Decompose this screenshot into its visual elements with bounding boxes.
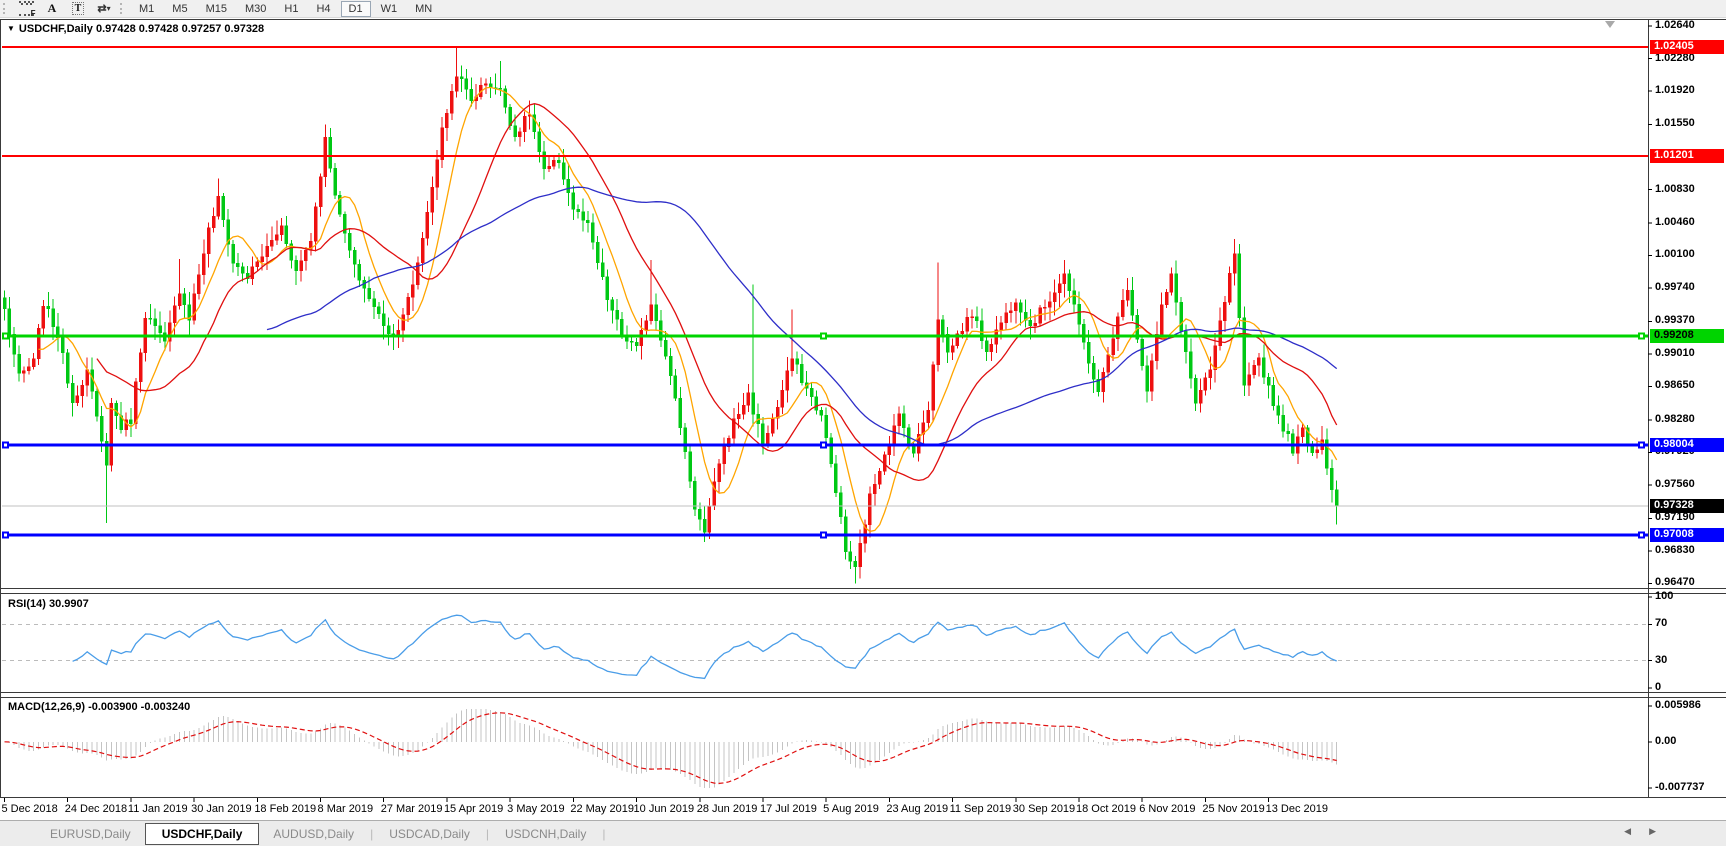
tab-separator: | xyxy=(485,827,489,841)
label-tool-icon[interactable]: T xyxy=(68,2,88,16)
date-label[interactable]: 30 Jan 2019 xyxy=(191,803,252,815)
ma-55-line xyxy=(266,186,1338,446)
timeframe-button-H4[interactable]: H4 xyxy=(316,2,331,15)
chart-tab-usdcnh[interactable]: USDCNH,Daily xyxy=(505,827,587,841)
date-label[interactable]: 25 Nov 2019 xyxy=(1202,803,1265,815)
price-line-badge: 1.01201 xyxy=(1650,148,1724,163)
price-axis-label: 1.02280 xyxy=(1655,51,1695,64)
date-label[interactable]: 28 Jun 2019 xyxy=(696,803,758,815)
date-label[interactable]: 8 Mar 2019 xyxy=(317,803,374,815)
price-line-badge: 0.97008 xyxy=(1650,527,1724,542)
rsi-line xyxy=(72,614,1337,680)
chart-tab-usdcad[interactable]: USDCAD,Daily xyxy=(389,827,470,841)
toolbar: F A T ⇄ ▾ M1 M5 M15 M30 H1 H4 D1 W1 MN xyxy=(0,0,1726,18)
timeframe-button-M5[interactable]: M5 xyxy=(172,2,188,15)
date-label[interactable]: 18 Feb 2019 xyxy=(254,803,317,815)
chart-tab-usdchf[interactable]: USDCHF,Daily xyxy=(144,823,260,845)
timeframe-button-D1[interactable]: D1 xyxy=(340,0,371,17)
dropdown-caret-icon[interactable]: ▾ xyxy=(106,4,111,13)
toolbar-grip[interactable] xyxy=(3,3,10,14)
timeframe-button-H1[interactable]: H1 xyxy=(284,2,299,15)
candles xyxy=(2,47,1339,584)
price-axis-label: 1.00100 xyxy=(1655,248,1695,261)
macd-axis-label: -0.007737 xyxy=(1655,781,1705,793)
timeframe-button-M30[interactable]: M30 xyxy=(244,2,267,15)
timeframe-button-W1[interactable]: W1 xyxy=(380,2,398,15)
date-label[interactable]: 27 Mar 2019 xyxy=(380,803,443,815)
price-axis-label: 1.00830 xyxy=(1655,182,1695,195)
date-label[interactable]: 18 Oct 2019 xyxy=(1076,803,1136,815)
price-line-badge: 1.02405 xyxy=(1650,40,1724,55)
chart-tab-audusd[interactable]: AUDUSD,Daily xyxy=(273,827,355,841)
date-label[interactable]: 5 Aug 2019 xyxy=(823,803,879,815)
price-axis-label: 0.99740 xyxy=(1655,280,1695,293)
date-label[interactable]: 3 May 2019 xyxy=(507,803,565,815)
price-axis-label: 0.99370 xyxy=(1655,314,1695,327)
chart-title: ▼ USDCHF,Daily 0.97428 0.97428 0.97257 0.… xyxy=(7,23,264,35)
rsi-axis-label: 70 xyxy=(1655,617,1668,630)
macd-axis-label: 0.00 xyxy=(1655,734,1677,747)
chart-shift-marker[interactable] xyxy=(1605,21,1615,28)
date-label[interactable]: 5 Dec 2018 xyxy=(1,803,58,815)
fibonacci-icon[interactable]: F xyxy=(16,1,36,18)
macd-label: MACD(12,26,9) -0.003900 -0.003240 xyxy=(8,701,191,713)
price-line-badge: 0.98004 xyxy=(1650,437,1724,452)
timeframe-buttons: M1 M5 M15 M30 H1 H4 D1 W1 MN xyxy=(130,0,441,17)
ma-20-line xyxy=(96,103,1338,482)
tab-scroll-arrows[interactable]: ◀▶ xyxy=(1624,826,1674,837)
rsi-axis-label: 0 xyxy=(1655,681,1662,693)
price-axis-label: 1.02640 xyxy=(1655,19,1695,31)
date-label[interactable]: 24 Dec 2018 xyxy=(64,803,128,815)
rsi-axis-label: 30 xyxy=(1655,653,1668,666)
date-label[interactable]: 13 Dec 2019 xyxy=(1265,803,1328,815)
price-axis-label: 0.96470 xyxy=(1655,576,1695,589)
chart-tab-bar: EURUSD,Daily USDCHF,Daily AUDUSD,Daily | USD… xyxy=(0,820,1726,846)
timeframe-button-M1[interactable]: M1 xyxy=(139,2,155,15)
timeframe-button-MN[interactable]: MN xyxy=(415,2,433,15)
date-label[interactable]: 10 Jun 2019 xyxy=(633,803,695,815)
tab-separator: | xyxy=(602,827,606,841)
chart-ohlc-values: 0.97428 0.97428 0.97257 0.97328 xyxy=(95,23,265,35)
ma-8-line xyxy=(38,86,1338,533)
chart-symbol-label: USDCHF,Daily xyxy=(18,23,93,35)
rsi-axis-label: 100 xyxy=(1655,590,1674,602)
chart-tab-eurusd[interactable]: EURUSD,Daily xyxy=(50,827,131,841)
price-axis-label: 0.96830 xyxy=(1655,543,1695,556)
price-axis-label: 0.98280 xyxy=(1655,412,1695,425)
macd-axis-label: 0.005986 xyxy=(1655,699,1701,711)
tab-separator: | xyxy=(370,827,374,841)
price-axis-label: 1.01920 xyxy=(1655,84,1695,97)
price-axis-label: 0.97190 xyxy=(1655,511,1695,524)
price-axis-label: 0.98650 xyxy=(1655,379,1695,392)
date-label[interactable]: 23 Aug 2019 xyxy=(886,803,949,815)
scroll-left-icon[interactable]: ◀ xyxy=(1624,826,1650,836)
date-label[interactable]: 15 Apr 2019 xyxy=(443,803,504,815)
price-axis-label: 0.97560 xyxy=(1655,477,1695,490)
price-line-badge: 0.99208 xyxy=(1650,329,1724,344)
date-label[interactable]: 11 Sep 2019 xyxy=(949,803,1012,815)
scroll-right-icon[interactable]: ▶ xyxy=(1649,826,1674,836)
date-label[interactable]: 17 Jul 2019 xyxy=(759,803,817,815)
text-tool-icon[interactable]: A xyxy=(47,1,57,15)
timeframe-button-M15[interactable]: M15 xyxy=(205,2,227,15)
date-label[interactable]: 6 Nov 2019 xyxy=(1139,803,1196,815)
macd-signal-line xyxy=(4,712,1337,785)
price-axis-label: 0.99010 xyxy=(1655,346,1695,359)
symbol-dropdown-icon[interactable]: ▼ xyxy=(7,24,15,33)
rsi-label: RSI(14) 30.9907 xyxy=(8,598,89,610)
date-label[interactable]: 11 Jan 2019 xyxy=(127,803,188,815)
price-axis-label: 1.00460 xyxy=(1655,215,1695,228)
date-label[interactable]: 30 Sep 2019 xyxy=(1012,803,1076,815)
current-price-badge: 0.97328 xyxy=(1650,498,1724,513)
macd-histogram xyxy=(8,709,1338,788)
arrows-tool-icon[interactable]: ⇄ ▾ xyxy=(97,3,111,15)
date-label[interactable]: 22 May 2019 xyxy=(570,803,634,815)
price-axis-label: 1.01550 xyxy=(1655,117,1695,130)
toolbar-grip-2[interactable] xyxy=(120,3,127,14)
